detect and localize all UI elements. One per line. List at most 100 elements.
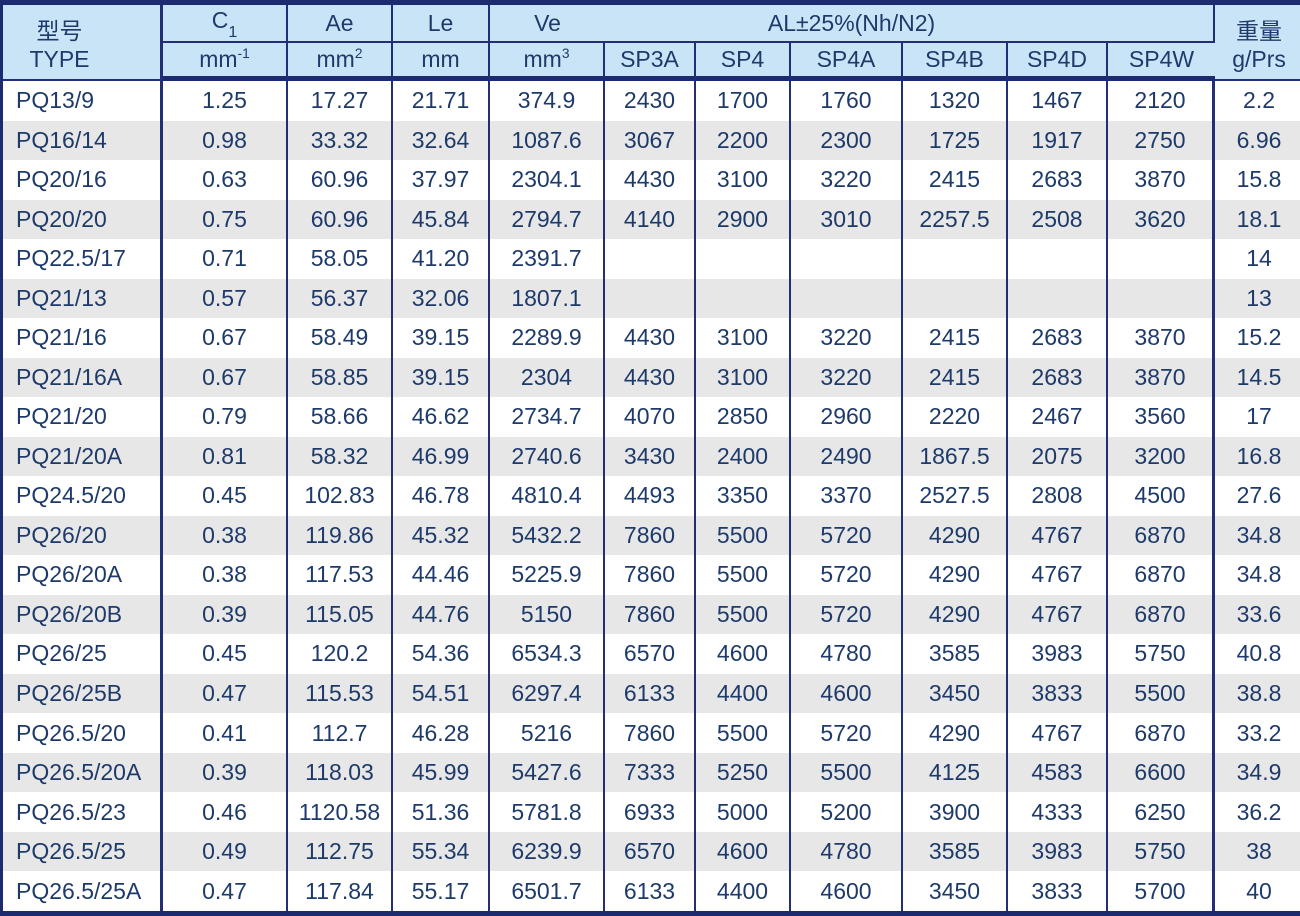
cell-sp4w [1108,278,1216,319]
cell-c1: 0.39 [163,594,288,635]
cell-ve: 374.9 [490,81,605,121]
cell-ve: 5225.9 [490,555,605,595]
table-row: PQ16/14 0.98 33.32 32.64 1087.6 3067 220… [3,120,1300,161]
cell-weight: 40 [1215,871,1300,911]
cell-sp4: 3100 [696,318,791,358]
cell-sp3a: 6570 [605,634,696,674]
cell-c1: 0.63 [163,160,288,200]
cell-sp4w: 3870 [1108,160,1216,200]
cell-sp4d: 4767 [1008,555,1108,595]
cell-ae: 58.85 [288,357,393,398]
cell-type: PQ26/25 [3,634,163,674]
cell-sp4 [696,278,791,319]
cell-sp4d: 2683 [1008,160,1108,200]
cell-sp4: 4600 [696,831,791,872]
header-weight-zh: 重量 [1236,17,1283,44]
cell-weight: 16.8 [1215,436,1300,477]
cell-weight: 36.2 [1215,792,1300,832]
header-ve-al-band: Ve AL±25%(Nh/N2) [490,5,1216,43]
table-row: PQ26.5/20A 0.39 118.03 45.99 5427.6 7333… [3,752,1300,793]
cell-ae: 120.2 [288,634,393,674]
cell-sp4d: 4767 [1008,594,1108,635]
table-row: PQ21/16A 0.67 58.85 39.15 2304 4430 3100… [3,357,1300,398]
cell-sp4b: 1725 [903,120,1008,161]
header-le: Le [393,5,490,43]
cell-ve: 5432.2 [490,515,605,556]
header-c1-name: C [211,7,229,34]
cell-c1: 0.47 [163,673,288,714]
cell-type: PQ21/20A [3,436,163,477]
table-row: PQ26.5/23 0.46 1120.58 51.36 5781.8 6933… [3,792,1300,832]
table-row: PQ21/20 0.79 58.66 46.62 2734.7 4070 285… [3,397,1300,437]
cell-sp4w [1108,239,1216,279]
cell-weight: 33.2 [1215,713,1300,753]
cell-type: PQ22.5/17 [3,239,163,279]
table-row: PQ26/20B 0.39 115.05 44.76 5150 7860 550… [3,594,1300,635]
cell-sp4d: 2683 [1008,357,1108,398]
cell-le: 55.17 [393,871,490,911]
cell-c1: 0.75 [163,199,288,240]
cell-ve: 2304.1 [490,160,605,200]
cell-type: PQ13/9 [3,81,163,121]
cell-type: PQ20/16 [3,160,163,200]
cell-c1: 1.25 [163,81,288,121]
cell-le: 32.64 [393,120,490,161]
cell-sp4b [903,278,1008,319]
cell-sp4d: 4767 [1008,713,1108,753]
cell-weight: 34.9 [1215,752,1300,793]
cell-sp3a: 6133 [605,871,696,911]
cell-sp4a: 3370 [791,476,903,516]
header-sp3a: SP3A [605,43,696,81]
cell-sp4a [791,278,903,319]
table-row: PQ21/16 0.67 58.49 39.15 2289.9 4430 310… [3,318,1300,358]
cell-weight: 17 [1215,397,1300,437]
cell-sp3a: 2430 [605,81,696,121]
cell-sp4: 2400 [696,436,791,477]
cell-le: 45.84 [393,199,490,240]
cell-le: 41.20 [393,239,490,279]
cell-type: PQ24.5/20 [3,476,163,516]
cell-sp4: 1700 [696,81,791,121]
header-sp4a: SP4A [791,43,903,81]
cell-sp3a: 4140 [605,199,696,240]
unit-ve-sup: 3 [561,45,570,61]
cell-c1: 0.49 [163,831,288,872]
table-row: PQ26/20A 0.38 117.53 44.46 5225.9 7860 5… [3,555,1300,595]
cell-sp4: 5500 [696,515,791,556]
cell-c1: 0.45 [163,634,288,674]
cell-sp4b: 4125 [903,752,1008,793]
cell-sp4d: 2683 [1008,318,1108,358]
cell-ae: 115.05 [288,594,393,635]
cell-type: PQ21/13 [3,278,163,319]
cell-sp4w: 6870 [1108,594,1216,635]
cell-sp4 [696,239,791,279]
cell-c1: 0.47 [163,871,288,911]
cell-ae: 58.49 [288,318,393,358]
cell-weight: 38.8 [1215,673,1300,714]
cell-sp4d: 4767 [1008,515,1108,556]
cell-sp4d: 4333 [1008,792,1108,832]
cell-type: PQ16/14 [3,120,163,161]
cell-sp4b: 3900 [903,792,1008,832]
cell-sp4d: 1917 [1008,120,1108,161]
cell-sp4w: 3870 [1108,318,1216,358]
cell-ve: 4810.4 [490,476,605,516]
cell-sp4w: 3620 [1108,199,1216,240]
cell-sp4d: 2075 [1008,436,1108,477]
cell-sp4b: 2527.5 [903,476,1008,516]
cell-c1: 0.41 [163,713,288,753]
cell-sp4: 4400 [696,673,791,714]
table-row: PQ24.5/20 0.45 102.83 46.78 4810.4 4493 … [3,476,1300,516]
cell-ve: 5150 [490,594,605,635]
cell-sp4: 3350 [696,476,791,516]
cell-le: 44.76 [393,594,490,635]
header-weight: 重量 g/Prs [1215,5,1300,81]
cell-sp4w: 5700 [1108,871,1216,911]
cell-type: PQ26/20B [3,594,163,635]
cell-weight: 27.6 [1215,476,1300,516]
cell-le: 45.99 [393,752,490,793]
cell-type: PQ26.5/20A [3,752,163,793]
header-c1-sub: 1 [228,22,238,41]
cell-c1: 0.39 [163,752,288,793]
